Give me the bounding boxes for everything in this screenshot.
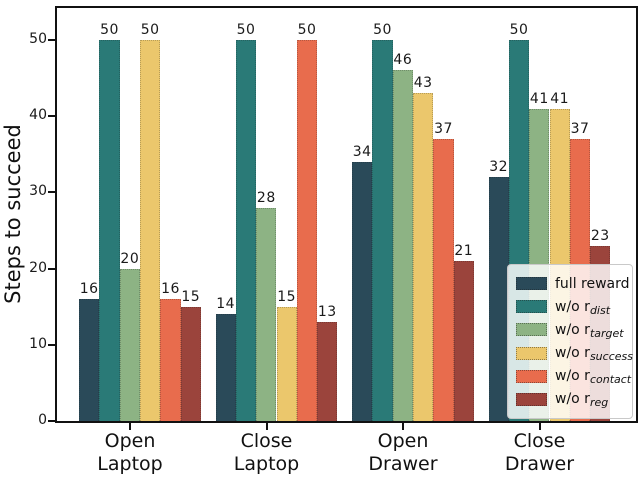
x-tick-label: Open Laptop bbox=[65, 430, 195, 476]
legend-swatch bbox=[516, 392, 547, 406]
bar-value-label: 15 bbox=[181, 288, 201, 305]
bar bbox=[180, 306, 201, 421]
y-tick-mark bbox=[48, 343, 55, 346]
bar bbox=[79, 299, 100, 421]
bar-value-label: 34 bbox=[352, 143, 372, 160]
x-tick-mark bbox=[402, 423, 404, 430]
bar bbox=[215, 314, 236, 421]
y-tick-mark bbox=[48, 191, 55, 194]
legend-item: w/o rcontact bbox=[516, 368, 631, 386]
bar-value-label: 21 bbox=[454, 242, 474, 259]
x-tick-label-line: Open bbox=[377, 430, 429, 452]
y-tick-label: 10 bbox=[29, 335, 47, 352]
x-tick-mark bbox=[129, 423, 131, 430]
legend-label: full reward bbox=[555, 275, 630, 292]
y-tick-label: 20 bbox=[29, 259, 47, 276]
legend-item: w/o rtarget bbox=[516, 321, 624, 340]
bar-value-label: 28 bbox=[256, 189, 276, 206]
y-tick-label: 0 bbox=[38, 412, 47, 428]
bar-value-label: 50 bbox=[373, 22, 392, 38]
bar-value-label: 41 bbox=[550, 90, 570, 107]
legend-label: w/o rsuccess bbox=[555, 345, 633, 364]
bar-value-label: 13 bbox=[317, 303, 337, 320]
bar bbox=[352, 161, 373, 421]
legend: full reward w/o rdist w/o rtarget w/o rsucc… bbox=[507, 264, 633, 419]
legend-swatch bbox=[516, 323, 547, 337]
x-tick-label-line: Laptop bbox=[233, 453, 300, 475]
bar-value-label: 50 bbox=[100, 22, 119, 38]
bar-value-label: 37 bbox=[434, 121, 453, 138]
bar bbox=[296, 40, 318, 421]
y-tick-mark bbox=[48, 115, 55, 118]
x-tick-mark bbox=[538, 423, 541, 430]
x-tick-label-line: Close bbox=[240, 430, 293, 452]
legend-swatch bbox=[516, 277, 547, 291]
bar-value-label: 15 bbox=[277, 288, 297, 305]
bar-value-label: 50 bbox=[509, 22, 529, 38]
bar bbox=[372, 40, 393, 421]
bar-value-label: 32 bbox=[489, 159, 509, 176]
x-tick-label-line: Drawer bbox=[504, 453, 575, 475]
legend-label-subscript: contact bbox=[589, 373, 632, 387]
legend-swatch bbox=[516, 346, 547, 360]
x-tick-label-line: Laptop bbox=[97, 453, 163, 475]
bar-value-label: 50 bbox=[236, 22, 256, 38]
bar-value-label: 14 bbox=[216, 296, 236, 313]
x-tick-label: Close Laptop bbox=[202, 430, 332, 476]
bar bbox=[119, 268, 140, 421]
legend-label: w/o rreg bbox=[555, 391, 609, 410]
legend-label-subscript: success bbox=[589, 350, 633, 364]
x-tick-label: Close Drawer bbox=[475, 430, 605, 476]
x-tick-label-line: Close bbox=[513, 430, 566, 452]
x-tick-label-line: Open bbox=[104, 430, 156, 452]
legend-item: w/o rreg bbox=[516, 391, 624, 410]
bar bbox=[392, 70, 413, 421]
bar bbox=[453, 260, 474, 421]
x-tick-label-line: Drawer bbox=[368, 453, 438, 475]
bar bbox=[413, 93, 434, 421]
y-tick-label: 30 bbox=[29, 183, 47, 200]
y-tick-label: 50 bbox=[29, 31, 47, 47]
bar bbox=[235, 40, 257, 421]
x-tick-label: Open Drawer bbox=[338, 430, 468, 476]
legend-swatch bbox=[516, 300, 547, 314]
bar-value-label: 50 bbox=[140, 22, 160, 38]
bar-value-label: 16 bbox=[79, 281, 99, 298]
bar-value-label: 41 bbox=[529, 90, 549, 107]
legend-item: full reward bbox=[516, 276, 630, 292]
bar bbox=[160, 299, 181, 421]
legend-label: w/o rdist bbox=[555, 298, 611, 317]
y-tick-mark bbox=[48, 420, 55, 422]
y-tick-mark bbox=[48, 39, 55, 41]
bar bbox=[488, 177, 509, 421]
bar-value-label: 23 bbox=[590, 227, 610, 244]
y-axis-title: Steps to succeed bbox=[1, 124, 25, 304]
legend-label-subscript: target bbox=[589, 326, 624, 340]
legend-swatch bbox=[516, 369, 547, 383]
bar-value-label: 20 bbox=[120, 250, 140, 267]
bar bbox=[317, 321, 338, 421]
legend-label: w/o rcontact bbox=[555, 368, 632, 387]
bar-value-label: 16 bbox=[161, 281, 180, 298]
legend-label: w/o rtarget bbox=[555, 321, 624, 340]
bar bbox=[140, 40, 161, 421]
bar bbox=[99, 40, 120, 421]
bar-value-label: 46 bbox=[393, 52, 413, 69]
bar bbox=[433, 139, 454, 421]
x-tick-mark bbox=[265, 423, 268, 430]
legend-label-subscript: dist bbox=[589, 303, 611, 317]
legend-item: w/o rsuccess bbox=[516, 345, 633, 363]
legend-label-subscript: reg bbox=[589, 396, 609, 410]
bar bbox=[276, 306, 297, 421]
bar-value-label: 43 bbox=[413, 75, 433, 92]
legend-item: w/o rdist bbox=[516, 298, 624, 317]
bar-value-label: 50 bbox=[297, 22, 317, 38]
y-tick-mark bbox=[48, 267, 55, 270]
bar bbox=[256, 207, 277, 421]
bar-value-label: 37 bbox=[570, 121, 590, 138]
y-tick-label: 40 bbox=[29, 107, 47, 124]
